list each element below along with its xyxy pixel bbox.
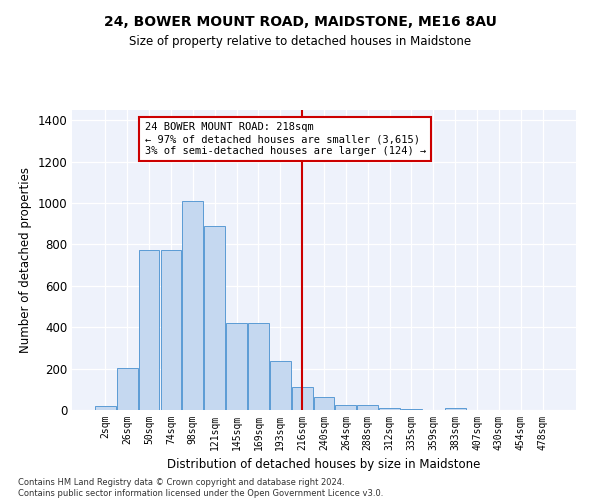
Bar bbox=[117, 368, 137, 410]
Bar bbox=[182, 201, 203, 410]
Bar bbox=[445, 408, 466, 410]
Text: Size of property relative to detached houses in Maidstone: Size of property relative to detached ho… bbox=[129, 35, 471, 48]
Bar bbox=[401, 409, 422, 410]
Bar bbox=[358, 406, 378, 410]
Bar bbox=[292, 387, 313, 410]
Bar bbox=[335, 405, 356, 410]
Text: 24, BOWER MOUNT ROAD, MAIDSTONE, ME16 8AU: 24, BOWER MOUNT ROAD, MAIDSTONE, ME16 8A… bbox=[104, 15, 496, 29]
Text: Contains HM Land Registry data © Crown copyright and database right 2024.
Contai: Contains HM Land Registry data © Crown c… bbox=[18, 478, 383, 498]
Y-axis label: Number of detached properties: Number of detached properties bbox=[19, 167, 32, 353]
Bar bbox=[248, 323, 269, 410]
Bar bbox=[139, 250, 160, 410]
Bar bbox=[204, 226, 225, 410]
Bar bbox=[379, 408, 400, 410]
Bar bbox=[226, 323, 247, 410]
Bar bbox=[314, 396, 334, 410]
X-axis label: Distribution of detached houses by size in Maidstone: Distribution of detached houses by size … bbox=[167, 458, 481, 471]
Bar bbox=[161, 250, 181, 410]
Bar bbox=[270, 362, 290, 410]
Text: 24 BOWER MOUNT ROAD: 218sqm
← 97% of detached houses are smaller (3,615)
3% of s: 24 BOWER MOUNT ROAD: 218sqm ← 97% of det… bbox=[145, 122, 426, 156]
Bar bbox=[95, 406, 116, 410]
